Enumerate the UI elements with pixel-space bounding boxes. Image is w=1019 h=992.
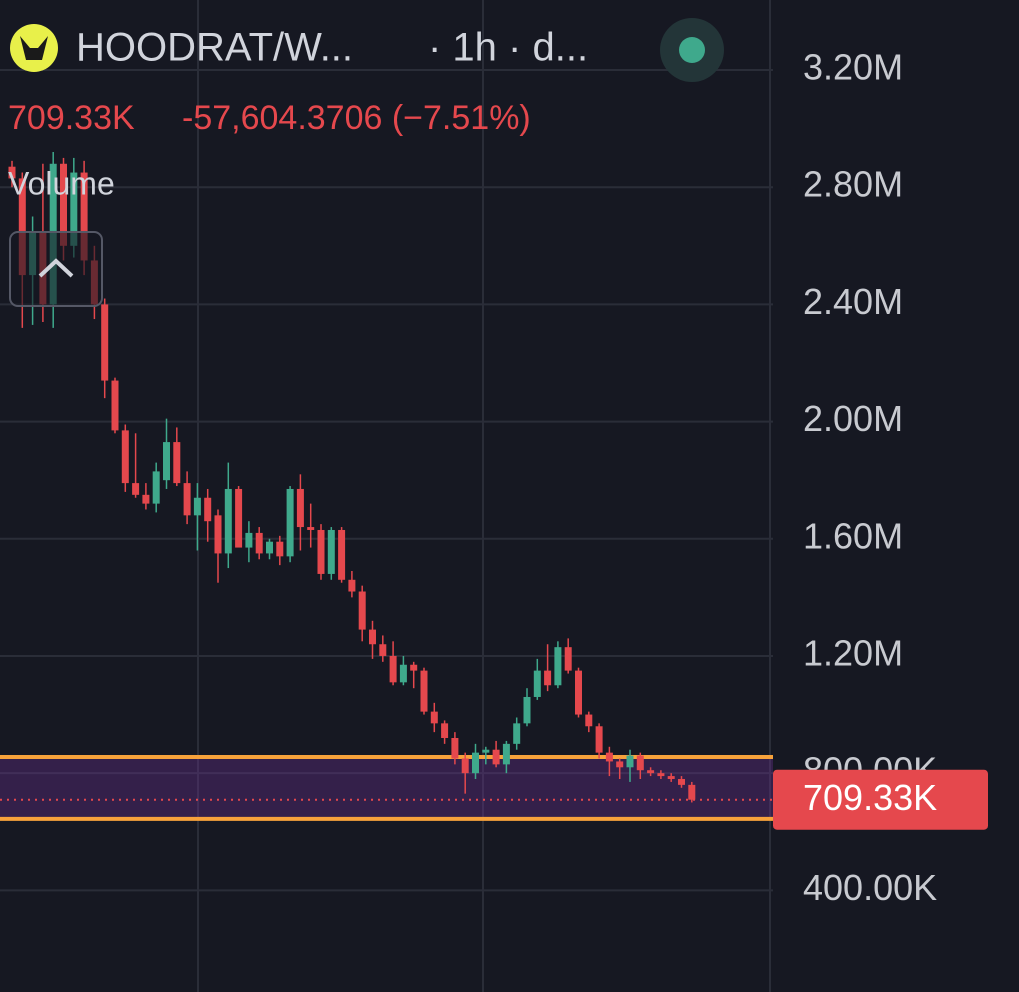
candle-body: [152, 471, 160, 504]
candle-body: [379, 644, 387, 656]
candle-body: [430, 711, 438, 724]
price-label-bg: [773, 769, 988, 830]
chevron: [38, 258, 74, 278]
candle-body: [307, 527, 315, 530]
candle-body: [111, 380, 119, 431]
candle-body: [575, 670, 582, 715]
y-tick-label: 1.60M: [803, 515, 903, 556]
candle-body: [441, 723, 449, 738]
candle-body: [317, 529, 325, 574]
candle-body: [70, 172, 78, 246]
candle-body: [193, 497, 201, 516]
y-tick-label: 2.80M: [803, 164, 903, 205]
price-label: 709.33K: [803, 777, 937, 818]
indicator-label: Volume: [8, 165, 115, 201]
candle-body: [461, 758, 469, 774]
y-tick-label: 400.00K: [803, 867, 937, 908]
candle-body: [513, 723, 521, 744]
candle-body: [502, 743, 510, 765]
candle-body: [667, 776, 675, 780]
candle-body: [163, 442, 170, 481]
candle-body: [173, 442, 181, 484]
candle-body: [451, 737, 459, 759]
candle-body: [214, 515, 222, 554]
candle-body: [605, 752, 613, 762]
candle-body: [358, 591, 366, 630]
candle-body: [472, 752, 479, 774]
symbol-icon-face: [20, 36, 48, 60]
candle-body: [410, 664, 418, 671]
y-tick-label: 3.20M: [803, 47, 903, 88]
candle-body: [60, 163, 67, 246]
status-dot: [679, 37, 705, 63]
candle-body: [142, 494, 150, 504]
candle-body: [369, 629, 376, 645]
candle-body: [266, 541, 273, 554]
candle-body: [595, 726, 603, 753]
y-tick-label: 2.40M: [803, 281, 903, 322]
candle-body: [616, 761, 624, 768]
candle-body: [80, 172, 88, 261]
candle-body: [523, 696, 531, 724]
collapse-button[interactable]: [9, 231, 103, 307]
candle-body: [399, 664, 407, 683]
price-change: -57,604.3706 (−7.51%): [182, 99, 531, 137]
candle-body: [204, 497, 212, 522]
candle-body: [482, 749, 490, 753]
candle-body: [338, 529, 346, 580]
y-tick-label: 1.20M: [803, 632, 903, 673]
candle-body: [276, 541, 284, 557]
candle-body: [18, 178, 26, 276]
candle-body: [389, 655, 397, 683]
candle-body: [224, 488, 232, 554]
candle-body: [8, 166, 16, 179]
candle-body: [245, 532, 253, 548]
candle-body: [286, 488, 294, 557]
candle-body: [101, 304, 109, 381]
candle-body: [420, 670, 428, 712]
candle-body: [132, 483, 140, 495]
candle-body: [533, 670, 541, 697]
interval[interactable]: · 1h · d...: [428, 26, 588, 70]
candle-body: [327, 529, 335, 574]
y-tick-label: 2.00M: [803, 398, 903, 439]
candle-body: [554, 647, 562, 686]
candle-body: [183, 483, 191, 516]
candle-body: [492, 749, 500, 765]
candle-body: [348, 579, 356, 592]
candle-body: [255, 532, 263, 554]
candle-body: [585, 714, 593, 727]
candle-body: [657, 773, 665, 777]
candle-body: [647, 770, 655, 774]
candle-body: [678, 779, 685, 785]
candle-body: [296, 488, 304, 528]
symbol[interactable]: HOODRAT/W...: [76, 26, 353, 70]
candle-body: [636, 755, 644, 771]
candle-body: [121, 430, 129, 484]
zone-box: [0, 757, 773, 819]
candle-body: [626, 755, 634, 768]
last-price: 709.33K: [8, 99, 135, 137]
candle-body: [688, 784, 696, 800]
candle-body: [544, 670, 552, 686]
candle-body: [235, 488, 243, 548]
candle-body: [564, 647, 572, 671]
